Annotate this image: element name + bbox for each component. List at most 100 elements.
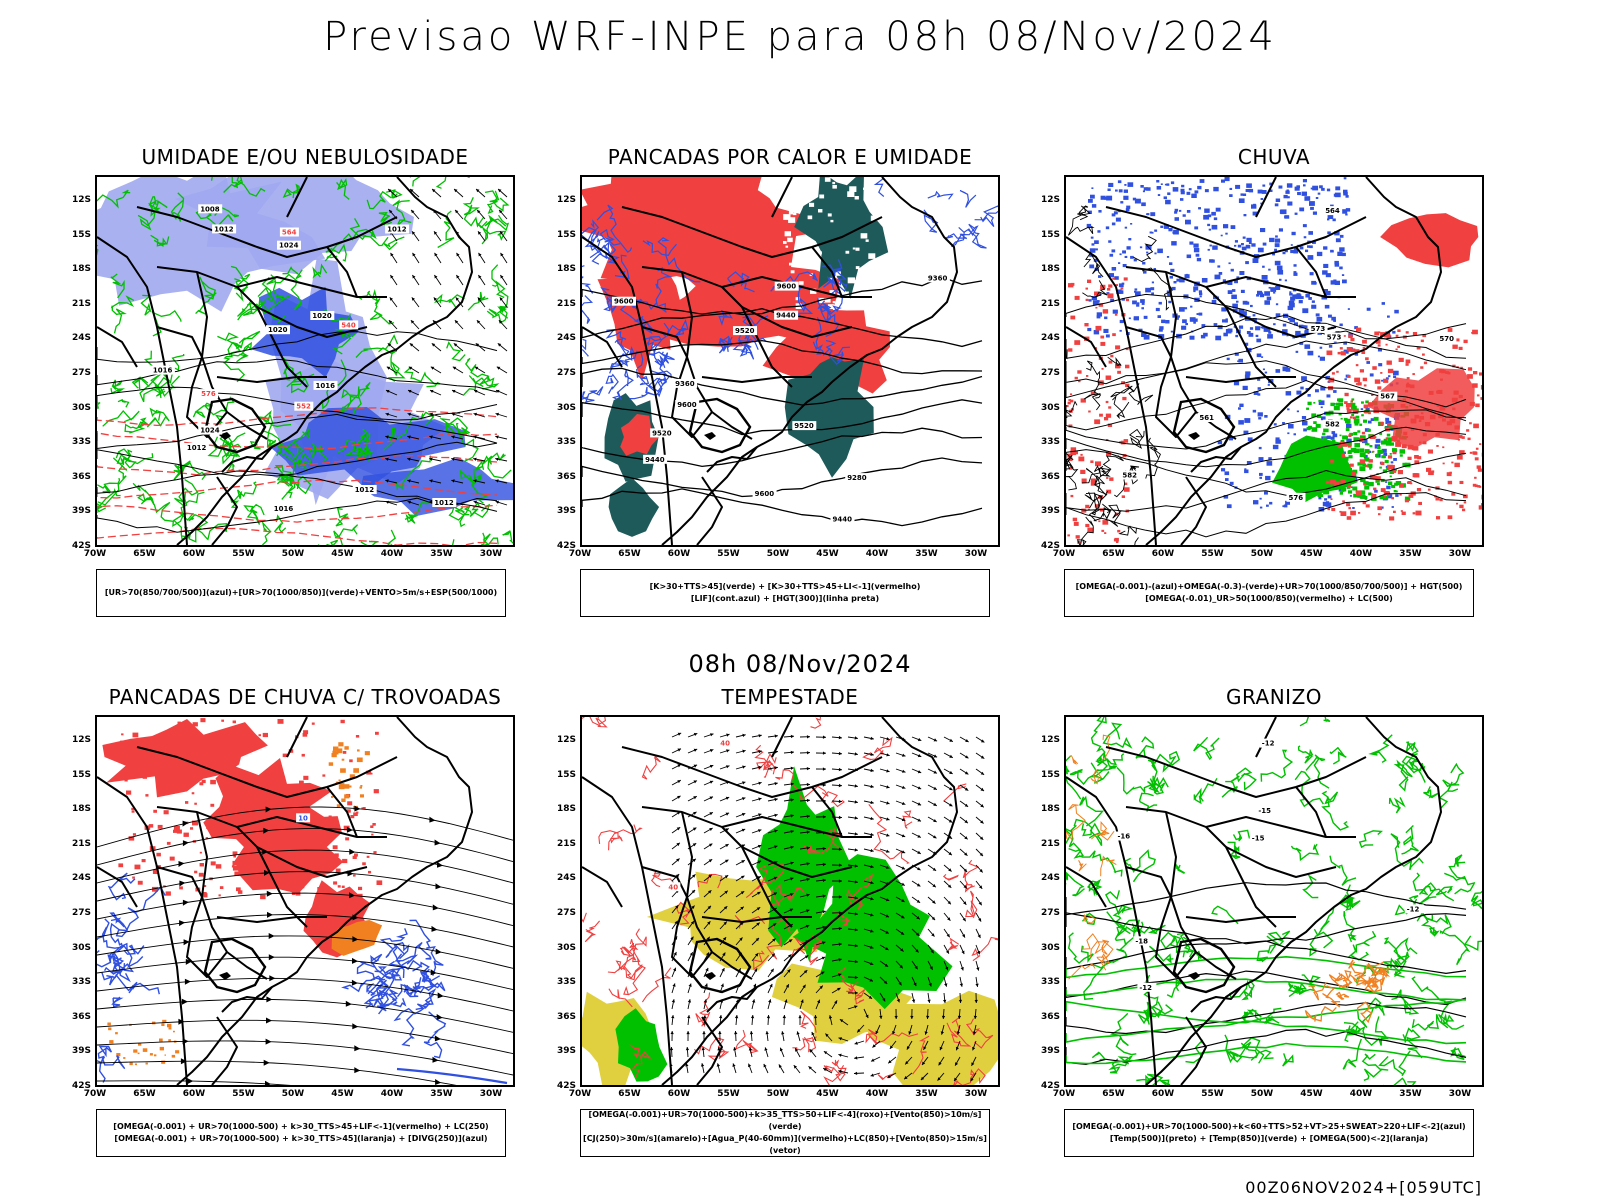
contour-label: -12 — [1407, 905, 1420, 913]
contour-label: -15 — [1258, 807, 1271, 815]
lat-tick-label: 18S — [1040, 804, 1060, 815]
panel-title: CHUVA — [1237, 145, 1311, 169]
panel-title: UMIDADE E/OU NEBULOSIDADE — [141, 145, 469, 169]
contour-label: 570 — [1439, 335, 1454, 343]
contour-label: 9600 — [614, 298, 634, 306]
legend-box: [OMEGA(-0.001) + UR>70(1000-500) + k>30_… — [96, 1109, 506, 1157]
lon-tick-label: 70W — [83, 1089, 107, 1099]
lon-tick-label: 55W — [1201, 549, 1224, 559]
legend-line: [K>30+TTS>45](verde) + [K>30+TTS>45+LI<-… — [649, 582, 921, 591]
map-canvas: 9600 9520 9600 9600 9520 9440 9600 9440 9520 9360… — [582, 177, 998, 545]
legend-box: [OMEGA(-0.001)+UR>70(1000-500)+k<60+TTS>… — [1064, 1109, 1474, 1157]
contour-label: 1012 — [355, 486, 375, 494]
contour-label: 1024 — [200, 427, 220, 435]
lon-tick-label: 45W — [331, 1089, 354, 1099]
contour-label: 573 — [1311, 325, 1326, 333]
lat-tick-label: 30S — [1040, 942, 1060, 953]
lat-tick-label: 15S — [71, 229, 91, 240]
lon-tick-label: 65W — [1102, 549, 1125, 559]
lat-tick-label: 39S — [71, 1046, 91, 1057]
contour-label: 40 — [668, 883, 678, 891]
panel-title: TEMPESTADE — [721, 685, 859, 709]
contour-label: -15 — [1252, 835, 1265, 843]
lat-tick-label: 30S — [556, 402, 576, 413]
lon-tick-label: 65W — [133, 1089, 156, 1099]
lat-tick-label: 21S — [1040, 298, 1060, 309]
map-canvas: 10 — [97, 717, 513, 1085]
lon-tick-label: 35W — [915, 549, 938, 559]
contour-label: 1024 — [279, 242, 299, 250]
lon-tick-label: 45W — [1300, 1089, 1323, 1099]
contour-label: 9440 — [776, 312, 796, 320]
lon-tick-label: 60W — [667, 549, 691, 559]
lat-tick-label: 21S — [556, 298, 576, 309]
lat-tick-label: 18S — [556, 264, 576, 275]
lat-tick-label: 12S — [71, 735, 91, 745]
lat-tick-label: 21S — [556, 838, 576, 849]
panel-title: GRANIZO — [1225, 685, 1323, 709]
lon-tick-label: 70W — [568, 1089, 592, 1099]
lon-tick-label: 50W — [1250, 1089, 1274, 1099]
map-umidade: 1012 1012 1016 1016 1012 1008 1016 1020 1024 1020… — [95, 175, 515, 547]
lat-tick-label: 12S — [556, 195, 576, 205]
lat-tick-label: 18S — [71, 264, 91, 275]
lat-tick-label: 36S — [71, 1011, 91, 1022]
lon-tick-label: 30W — [964, 1089, 988, 1099]
lon-tick-label: 60W — [182, 1089, 206, 1099]
legend-box: [K>30+TTS>45](verde) + [K>30+TTS>45+LI<-… — [580, 569, 990, 617]
lat-tick-label: 42S — [71, 541, 91, 551]
lon-tick-label: 50W — [1250, 549, 1274, 559]
lat-tick-label: 39S — [556, 1046, 576, 1057]
lon-tick-label: 35W — [430, 549, 453, 559]
lat-tick-label: 30S — [71, 402, 91, 413]
legend-box: [UR>70(850/700/500)](azul)+[UR>70(1000/8… — [96, 569, 506, 617]
lat-tick-label: 12S — [1040, 195, 1060, 205]
legend-line: [LIF](cont.azul) + [HGT(300)](linha pret… — [690, 594, 880, 603]
lat-tick-label: 12S — [556, 735, 576, 745]
contour-label: 9360 — [928, 274, 948, 282]
legend-line: [Temp(500)](preto) + [Temp(850)](verde) … — [1109, 1134, 1429, 1143]
lat-tick-label: 39S — [71, 506, 91, 517]
contour-label: 540 — [341, 321, 356, 329]
lat-tick-label: 24S — [71, 873, 91, 884]
contour-label: 40 — [720, 740, 730, 748]
lon-tick-label: 40W — [380, 1089, 404, 1099]
lon-tick-label: 65W — [618, 1089, 641, 1099]
lon-tick-label: 60W — [667, 1089, 691, 1099]
contour-label: -16 — [1118, 833, 1131, 841]
lon-tick-label: 30W — [479, 549, 503, 559]
lon-tick-label: 30W — [1448, 1089, 1472, 1099]
lat-tick-label: 33S — [71, 437, 91, 448]
contour-label: 9440 — [833, 516, 853, 524]
lat-tick-label: 21S — [1040, 838, 1060, 849]
lon-tick-label: 70W — [83, 549, 107, 559]
contour-label: 582 — [1325, 421, 1340, 429]
lat-tick-label: 39S — [1040, 506, 1060, 517]
lon-tick-label: 30W — [1448, 549, 1472, 559]
contour-label: -12 — [1139, 984, 1152, 992]
lon-tick-label: 50W — [766, 1089, 790, 1099]
contour-label: 567 — [1380, 393, 1395, 401]
lon-tick-label: 65W — [618, 549, 641, 559]
contour-label: 564 — [282, 229, 297, 237]
contour-label: 576 — [201, 390, 216, 398]
contour-label: 1008 — [200, 205, 220, 213]
contour-label: 552 — [296, 403, 311, 411]
contour-label: 9520 — [652, 429, 672, 437]
lat-tick-label: 27S — [556, 368, 576, 378]
lat-tick-label: 15S — [71, 769, 91, 780]
lon-tick-label: 60W — [1151, 549, 1175, 559]
lat-tick-label: 18S — [71, 804, 91, 815]
lat-tick-label: 15S — [556, 229, 576, 240]
lon-tick-label: 50W — [281, 1089, 305, 1099]
contour-label: 9600 — [677, 401, 697, 409]
lat-tick-label: 39S — [1040, 1046, 1060, 1057]
legend-line: [OMEGA(-0.001)+UR>70(1000-500)+k>35_TTS>… — [588, 1110, 982, 1131]
lon-tick-label: 55W — [232, 549, 255, 559]
lon-tick-label: 45W — [1300, 549, 1323, 559]
run-timestamp: 00Z06NOV2024+[059UTC] — [1245, 1178, 1482, 1197]
lat-tick-label: 36S — [1040, 471, 1060, 482]
legend-line: [OMEGA(-0.001)-(azul)+OMEGA(-0.3)-(verde… — [1075, 582, 1463, 591]
lat-tick-label: 27S — [71, 908, 91, 918]
lat-tick-label: 39S — [556, 506, 576, 517]
